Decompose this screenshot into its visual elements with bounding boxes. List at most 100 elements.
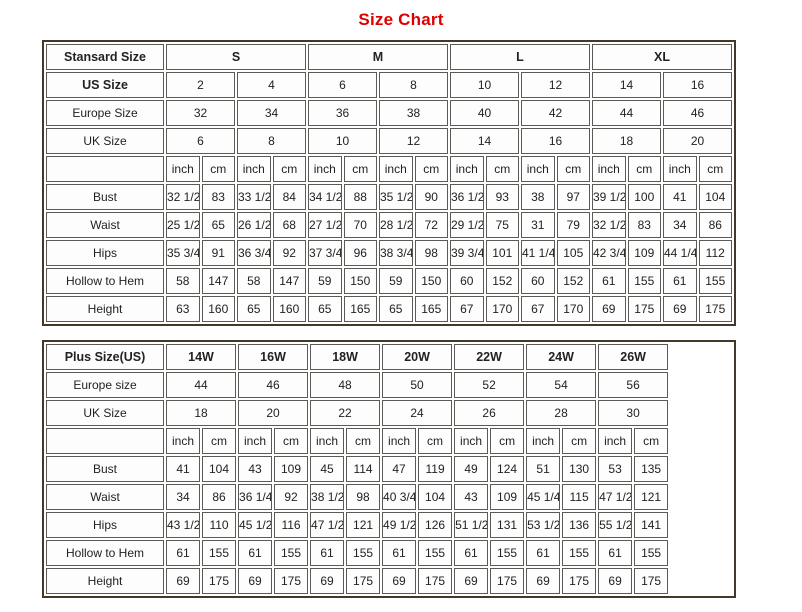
measure-value-cell: 41 <box>663 184 697 210</box>
measure-value-cell: 47 1/2 <box>310 512 345 538</box>
measure-value-cell: 61 <box>526 540 561 566</box>
unit-cell: inch <box>521 156 555 182</box>
unit-cell: inch <box>526 428 561 454</box>
measure-value-cell: 150 <box>414 268 448 294</box>
unit-cell: inch <box>663 156 697 182</box>
measure-value-cell: 28 1/2 <box>379 212 413 238</box>
measure-value-cell: 147 <box>272 268 306 294</box>
measure-value-cell: 59 <box>379 268 413 294</box>
unit-cell: inch <box>450 156 484 182</box>
measure-value-cell: 93 <box>485 184 519 210</box>
row-label: Bust <box>46 456 164 482</box>
measure-value-cell: 43 <box>454 484 489 510</box>
measure-value-cell: 39 1/2 <box>592 184 626 210</box>
table-row: Europe size 44 46 48 50 52 54 56 <box>46 372 732 398</box>
size-value-cell: 50 <box>382 372 453 398</box>
size-value-cell: 44 <box>166 372 237 398</box>
measure-value-cell: 61 <box>310 540 345 566</box>
measure-value-cell: 43 <box>238 456 273 482</box>
measure-value-cell: 70 <box>343 212 377 238</box>
measure-value-cell: 109 <box>274 456 309 482</box>
size-value-cell: 42 <box>521 100 590 126</box>
size-value-cell: 2 <box>166 72 235 98</box>
measure-value-cell: 35 1/2 <box>379 184 413 210</box>
unit-cell: cm <box>414 156 448 182</box>
measure-value-cell: 61 <box>382 540 417 566</box>
measure-value-cell: 61 <box>166 540 200 566</box>
measure-value-cell: 53 <box>598 456 633 482</box>
row-label: Hollow to Hem <box>46 540 164 566</box>
row-label: Hips <box>46 512 164 538</box>
measure-value-cell: 38 3/4 <box>379 240 413 266</box>
measure-value-cell: 65 <box>308 296 342 322</box>
measure-value-cell: 69 <box>382 568 417 594</box>
measure-value-cell: 27 1/2 <box>308 212 342 238</box>
size-group-header: 18W <box>310 344 381 370</box>
measure-value-cell: 61 <box>238 540 273 566</box>
measure-value-cell: 41 <box>166 456 200 482</box>
measure-value-cell: 155 <box>634 540 669 566</box>
table-row: UK Size 18 20 22 24 26 28 30 <box>46 400 732 426</box>
measure-value-cell: 175 <box>627 296 661 322</box>
measure-value-cell: 79 <box>556 212 590 238</box>
unit-cell: cm <box>562 428 597 454</box>
measure-value-cell: 61 <box>454 540 489 566</box>
unit-cell: cm <box>202 428 237 454</box>
table-row: Plus Size(US) 14W 16W 18W 20W 22W 24W 26W <box>46 344 732 370</box>
table-row: Waist 34 86 36 1/4 92 38 1/2 98 40 3/4 104 43 109 4… <box>46 484 732 510</box>
unit-cell: inch <box>238 428 273 454</box>
measure-value-cell: 45 1/2 <box>238 512 273 538</box>
size-value-cell: 8 <box>379 72 448 98</box>
unit-cell: inch <box>166 428 200 454</box>
measure-value-cell: 61 <box>663 268 697 294</box>
measure-value-cell: 121 <box>634 484 669 510</box>
measure-value-cell: 61 <box>592 268 626 294</box>
measure-value-cell: 147 <box>201 268 235 294</box>
row-label: Hips <box>46 240 164 266</box>
measure-value-cell: 51 1/2 <box>454 512 489 538</box>
measure-value-cell: 112 <box>698 240 732 266</box>
size-value-cell: 26 <box>454 400 525 426</box>
measure-value-cell: 175 <box>346 568 381 594</box>
unit-cell: inch <box>592 156 626 182</box>
table-row: inch cm inch cm inch cm inch cm inch cm inch cm inch… <box>46 428 732 454</box>
measure-value-cell: 104 <box>418 484 453 510</box>
measure-value-cell: 39 3/4 <box>450 240 484 266</box>
measure-value-cell: 25 1/2 <box>166 212 200 238</box>
size-group-header: 16W <box>238 344 309 370</box>
size-value-cell: 14 <box>450 128 519 154</box>
measure-value-cell: 109 <box>490 484 525 510</box>
measure-value-cell: 141 <box>634 512 669 538</box>
size-value-cell: 12 <box>379 128 448 154</box>
size-value-cell: 34 <box>237 100 306 126</box>
size-value-cell: 52 <box>454 372 525 398</box>
unit-cell: inch <box>237 156 271 182</box>
measure-value-cell: 91 <box>201 240 235 266</box>
table-row: Hollow to Hem 61 155 61 155 61 155 61 155 61 155 61… <box>46 540 732 566</box>
corner-label-cell: Stansard Size <box>46 44 164 70</box>
measure-value-cell: 152 <box>485 268 519 294</box>
unit-cell: cm <box>698 156 732 182</box>
table-row: Hips 43 1/2 110 45 1/2 116 47 1/2 121 49 1/2 126… <box>46 512 732 538</box>
size-value-cell: 18 <box>166 400 237 426</box>
measure-value-cell: 90 <box>414 184 448 210</box>
measure-value-cell: 121 <box>346 512 381 538</box>
measure-value-cell: 114 <box>346 456 381 482</box>
size-value-cell: 32 <box>166 100 235 126</box>
measure-value-cell: 34 <box>663 212 697 238</box>
measure-value-cell: 165 <box>343 296 377 322</box>
measure-value-cell: 84 <box>272 184 306 210</box>
row-label: Waist <box>46 212 164 238</box>
row-label: Height <box>46 296 164 322</box>
measure-value-cell: 86 <box>202 484 237 510</box>
measure-value-cell: 29 1/2 <box>450 212 484 238</box>
size-group-header: 26W <box>598 344 669 370</box>
unit-cell: inch <box>382 428 417 454</box>
unit-cell: inch <box>308 156 342 182</box>
measure-value-cell: 155 <box>698 268 732 294</box>
measure-value-cell: 175 <box>634 568 669 594</box>
measure-value-cell: 63 <box>166 296 200 322</box>
measure-value-cell: 32 1/2 <box>166 184 200 210</box>
row-label: Hollow to Hem <box>46 268 164 294</box>
measure-value-cell: 104 <box>698 184 732 210</box>
